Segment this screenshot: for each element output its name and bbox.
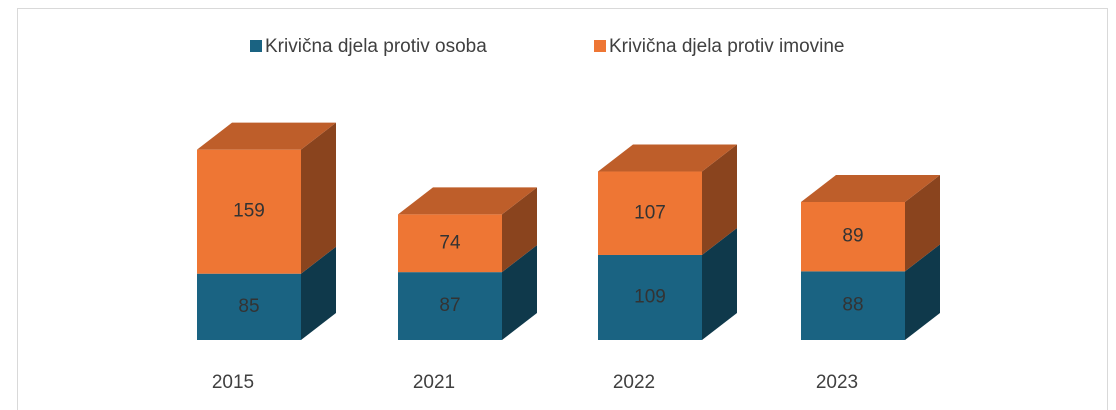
- bar: [598, 254, 702, 340]
- value-label: 159: [233, 201, 265, 222]
- x-tick-label: 2023: [816, 372, 858, 393]
- bar-top: [197, 122, 336, 150]
- bar-side: [502, 245, 537, 340]
- bar-side: [301, 122, 336, 274]
- bar-side: [905, 174, 940, 272]
- bar-side: [905, 244, 940, 340]
- bar: [197, 273, 301, 340]
- bar: [398, 272, 502, 340]
- bar: [197, 149, 301, 274]
- chart-frame: [17, 8, 1108, 410]
- bar-side: [702, 144, 737, 255]
- value-label: 87: [439, 295, 460, 316]
- bar-top: [398, 187, 537, 215]
- bar-side: [301, 246, 336, 340]
- bar: [801, 271, 905, 340]
- value-label: 74: [439, 232, 461, 253]
- value-label: 107: [634, 202, 666, 223]
- bar: [398, 214, 502, 273]
- value-label: 88: [842, 295, 863, 316]
- bar-top: [598, 144, 737, 172]
- legend-swatch: [594, 40, 606, 52]
- legend-swatch: [250, 40, 262, 52]
- x-tick-label: 2022: [613, 372, 655, 393]
- bar-side: [502, 187, 537, 273]
- value-label: 89: [842, 226, 863, 247]
- x-tick-label: 2015: [212, 372, 254, 393]
- bar: [598, 171, 702, 255]
- bar-side: [702, 227, 737, 340]
- bar: [801, 201, 905, 272]
- value-label: 109: [634, 287, 666, 308]
- legend-label: Krivična djela protiv osoba: [265, 36, 487, 57]
- bar-top: [801, 174, 940, 202]
- legend-label: Krivična djela protiv imovine: [609, 36, 845, 57]
- x-tick-label: 2021: [413, 372, 455, 393]
- value-label: 85: [238, 296, 259, 317]
